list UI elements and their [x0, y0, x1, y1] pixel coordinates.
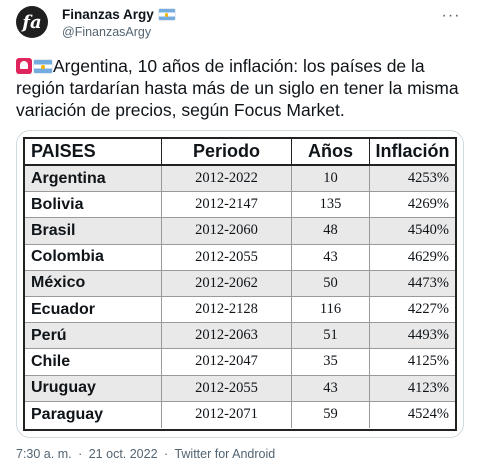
tweet-date[interactable]: 21 oct. 2022: [88, 447, 158, 461]
period-cell: 2012-2063: [162, 323, 292, 349]
inflation-cell: 4227%: [407, 301, 449, 318]
table-row: Paraguay 2012-2071 59 4524%: [25, 401, 455, 428]
period-cell: 2012-2055: [162, 375, 292, 401]
period-cell: 2012-2128: [162, 296, 292, 323]
country-cell: Perú: [25, 323, 162, 349]
period-cell: 2012-2060: [162, 218, 292, 244]
header-periodo: Periodo: [162, 139, 292, 164]
period-cell: 2012-2062: [162, 270, 292, 296]
country-cell: Colombia: [25, 244, 162, 270]
tweet-body: Argentina, 10 años de inflación: los paí…: [16, 56, 459, 120]
tweet-image[interactable]: PAISES Periodo Años Inflación Argentina …: [16, 130, 464, 438]
years-cell: 51: [292, 323, 370, 349]
years-cell: 135: [292, 192, 370, 218]
inflation-cell: 4125%: [407, 353, 449, 370]
header-inflacion: Inflación: [375, 141, 450, 161]
author-names: Finanzas Argy @FinanzasArgy: [62, 7, 175, 39]
meta-separator: ·: [78, 447, 83, 461]
country-cell: Argentina: [25, 166, 162, 192]
header-paises: PAISES: [25, 139, 162, 164]
country-cell: Chile: [25, 349, 162, 375]
period-cell: 2012-2022: [162, 166, 292, 192]
argentina-flag-icon: [158, 9, 175, 20]
inflation-cell: 4123%: [407, 379, 449, 396]
period-cell: 2012-2071: [162, 401, 292, 428]
table-row: Perú 2012-2063 51 4493%: [25, 323, 455, 350]
tweet-header: fa Finanzas Argy @FinanzasArgy ···: [0, 0, 480, 46]
years-cell: 35: [292, 349, 370, 375]
inflation-cell: 4269%: [407, 196, 449, 213]
inflation-cell: 4540%: [407, 222, 449, 239]
author-handle[interactable]: @FinanzasArgy: [62, 25, 152, 39]
table-row: Ecuador 2012-2128 116 4227%: [25, 296, 455, 324]
years-cell: 50: [292, 270, 370, 296]
inflation-cell: 4524%: [407, 406, 449, 423]
tweet-source[interactable]: Twitter for Android: [174, 447, 276, 461]
inflation-cell: 4493%: [407, 327, 449, 344]
meta-separator: ·: [164, 447, 169, 461]
table-row: México 2012-2062 50 4473%: [25, 270, 455, 297]
table-header-row: PAISES Periodo Años Inflación: [25, 139, 455, 166]
table-row: Argentina 2012-2022 10 4253%: [25, 166, 455, 193]
tweet-time[interactable]: 7:30 a. m.: [16, 447, 72, 461]
author-display-name[interactable]: Finanzas Argy: [62, 7, 175, 22]
more-options-button[interactable]: ···: [438, 6, 464, 26]
years-cell: 43: [292, 375, 370, 401]
years-cell: 59: [292, 401, 370, 428]
avatar[interactable]: fa: [16, 6, 48, 38]
table-row: Colombia 2012-2055 43 4629%: [25, 244, 455, 271]
years-cell: 48: [292, 218, 370, 244]
display-name-text[interactable]: Finanzas Argy: [62, 7, 154, 22]
inflation-cell: 4473%: [407, 274, 449, 291]
period-cell: 2012-2147: [162, 192, 292, 218]
years-cell: 10: [292, 166, 370, 192]
country-cell: México: [25, 270, 162, 296]
country-cell: Ecuador: [25, 296, 162, 323]
inflation-cell: 4629%: [407, 248, 449, 265]
siren-icon: [16, 58, 32, 74]
more-options-icon: ···: [441, 7, 461, 24]
table-row: Bolivia 2012-2147 135 4269%: [25, 192, 455, 219]
period-cell: 2012-2047: [162, 349, 292, 375]
years-cell: 116: [292, 296, 370, 323]
header-anos: Años: [292, 139, 370, 164]
inflation-cell: 4253%: [407, 170, 449, 187]
inflation-table: PAISES Periodo Años Inflación Argentina …: [23, 137, 457, 431]
argentina-flag-icon: [34, 60, 52, 73]
country-cell: Uruguay: [25, 375, 162, 401]
table-row: Brasil 2012-2060 48 4540%: [25, 218, 455, 245]
table-row: Chile 2012-2047 35 4125%: [25, 349, 455, 376]
country-cell: Brasil: [25, 218, 162, 244]
years-cell: 43: [292, 244, 370, 270]
table-row: Uruguay 2012-2055 43 4123%: [25, 375, 455, 402]
tweet-text: Argentina, 10 años de inflación: los paí…: [16, 55, 466, 121]
country-cell: Paraguay: [25, 401, 162, 428]
period-cell: 2012-2055: [162, 244, 292, 270]
country-cell: Bolivia: [25, 192, 162, 218]
tweet-metadata: 7:30 a. m. · 21 oct. 2022 · Twitter for …: [16, 447, 278, 461]
